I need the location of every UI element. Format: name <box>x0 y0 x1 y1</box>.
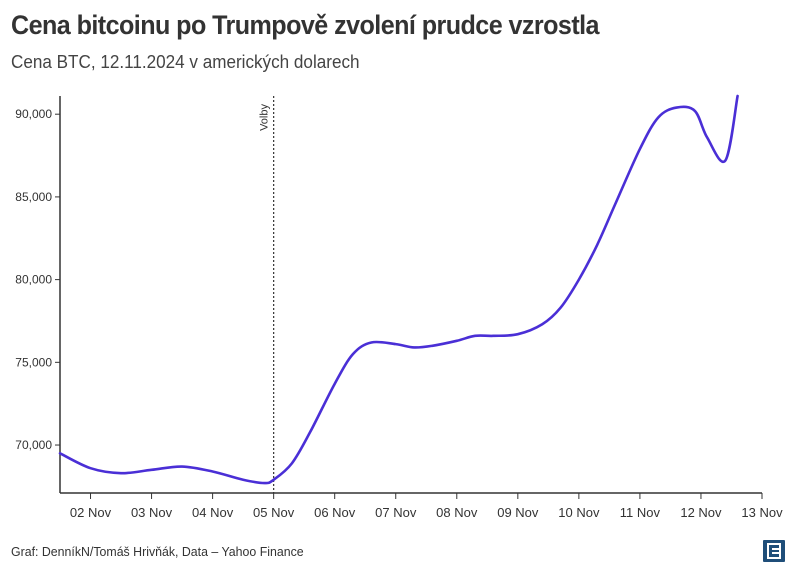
y-tick-label: 75,000 <box>15 355 52 369</box>
x-tick-label: 13 Nov <box>741 505 783 520</box>
y-tick-label: 90,000 <box>15 107 52 121</box>
y-tick-label: 80,000 <box>15 273 52 287</box>
x-tick-label: 11 Nov <box>620 505 661 520</box>
x-tick-label: 03 Nov <box>131 505 173 520</box>
election-annotation: Volby <box>259 96 275 493</box>
x-tick-label: 08 Nov <box>436 505 478 520</box>
x-tick-label: 10 Nov <box>558 505 600 520</box>
series-group <box>58 94 739 485</box>
x-axis: 02 Nov 03 Nov 04 Nov 05 Nov 06 Nov 07 Nov 08 N… <box>60 492 783 520</box>
y-axis: 70,000 75,000 80,000 85,000 90,000 <box>15 96 61 493</box>
x-tick-label: 09 Nov <box>497 505 539 520</box>
x-tick-label: 06 Nov <box>314 505 356 520</box>
y-tick-label: 85,000 <box>15 190 52 204</box>
x-tick-label: 12 Nov <box>680 505 722 520</box>
line-chart: 70,000 75,000 80,000 85,000 90,000 02 Nov 03 … <box>15 94 783 520</box>
source-credit: Graf: DenníkN/Tomáš Hrivňák, Data – Yaho… <box>11 544 304 559</box>
election-label: Volby <box>259 104 271 131</box>
denniknlogo-icon <box>763 540 785 562</box>
chart-subtitle: Cena BTC, 12.11.2024 v amerických dolare… <box>11 52 360 72</box>
btc-price-line <box>58 94 739 485</box>
y-tick-label: 70,000 <box>15 438 52 452</box>
x-tick-label: 07 Nov <box>375 505 417 520</box>
x-tick-label: 02 Nov <box>70 505 112 520</box>
x-tick-label: 04 Nov <box>192 505 234 520</box>
chart-title: Cena bitcoinu po Trumpově zvolení prudce… <box>11 10 600 40</box>
x-tick-label: 05 Nov <box>253 505 295 520</box>
